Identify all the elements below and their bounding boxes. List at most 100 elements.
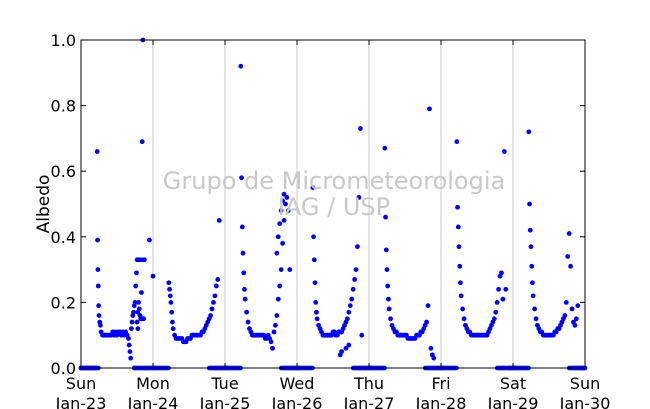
data-point (141, 257, 147, 263)
data-point (213, 283, 219, 289)
data-point (281, 191, 287, 197)
x-tick-date-label: Jan-25 (199, 394, 251, 409)
data-point (239, 175, 244, 181)
x-tick-date-label: Jan-26 (271, 394, 323, 409)
data-point (352, 277, 357, 282)
data-point (345, 316, 350, 322)
x-tick-day-label: Fri (431, 374, 450, 393)
data-point (530, 280, 535, 286)
data-point (268, 339, 274, 345)
data-point (167, 293, 173, 299)
x-tick-day-label: Sun (570, 374, 600, 393)
data-point (135, 326, 141, 332)
data-point (239, 224, 245, 230)
data-point (455, 204, 460, 210)
y-axis-label: Albedo (34, 175, 54, 234)
data-point (314, 316, 320, 322)
x-tick-day-label: Wed (280, 374, 315, 393)
data-point (94, 149, 100, 154)
data-point (245, 319, 251, 325)
data-point (562, 313, 568, 318)
data-point (129, 319, 135, 325)
x-tick-date-label: Jan-28 (415, 394, 467, 409)
data-point (346, 342, 352, 348)
data-point (565, 254, 571, 259)
y-axis-ticks: 0.0 0.2 0.4 0.6 0.8 1.0 (51, 31, 585, 378)
data-point (167, 286, 172, 292)
x-tick-date-label: Jan-29 (487, 394, 539, 409)
data-point (386, 306, 392, 312)
data-point (353, 267, 359, 272)
data-point (569, 306, 575, 312)
x-tick-day-label: Sun (66, 374, 96, 393)
data-point (283, 201, 288, 207)
data-point (209, 306, 215, 312)
data-point (128, 355, 134, 361)
data-point (359, 332, 365, 338)
y-tick-label: 0.2 (51, 293, 76, 312)
data-point (95, 283, 101, 289)
data-point (501, 149, 507, 154)
x-tick-day-label: Tue (210, 374, 238, 393)
data-point (96, 303, 102, 309)
x-tick-day-label: Thu (353, 374, 384, 393)
data-point (347, 303, 353, 309)
data-point (238, 63, 244, 69)
x-tick-date-label: Jan-27 (343, 394, 395, 409)
data-point (461, 316, 467, 322)
x-tick-day-label: Mon (136, 374, 170, 393)
data-point (491, 316, 497, 322)
data-point (527, 227, 533, 233)
x-tick-date-label: Jan-23 (55, 394, 107, 409)
data-point (136, 300, 142, 305)
data-point (572, 322, 578, 328)
data-point (573, 316, 579, 322)
y-tick-label: 0.6 (51, 162, 76, 181)
data-point (133, 283, 139, 289)
data-point (275, 296, 281, 302)
data-point (456, 244, 462, 250)
data-point (356, 195, 362, 200)
data-point (216, 218, 222, 223)
data-point (457, 263, 463, 269)
data-point (215, 277, 221, 282)
data-point (134, 270, 139, 276)
data-point (458, 280, 463, 286)
data-point (242, 286, 247, 292)
data-point (526, 129, 532, 135)
data-point (170, 319, 175, 325)
data-point (494, 300, 500, 305)
data-point (532, 306, 537, 312)
data-point (460, 306, 465, 312)
data-point (454, 139, 460, 145)
data-point (339, 349, 345, 354)
data-point (170, 326, 176, 332)
data-point (129, 326, 134, 332)
data-point (270, 345, 275, 351)
data-point (431, 355, 437, 361)
data-point (357, 126, 363, 131)
data-point (563, 300, 569, 305)
data-point (208, 313, 214, 318)
data-point (528, 244, 534, 250)
data-point (284, 195, 290, 200)
data-point (95, 267, 101, 272)
data-point (314, 309, 319, 315)
data-point (277, 221, 283, 227)
data-point (312, 280, 318, 286)
plot-frame (80, 39, 586, 369)
data-point (277, 283, 283, 289)
data-point (310, 185, 316, 191)
data-point (568, 263, 573, 269)
data-point (138, 257, 144, 263)
data-point (136, 306, 142, 312)
data-point (575, 303, 581, 309)
data-point (566, 231, 572, 236)
data-point (127, 349, 133, 354)
data-point (280, 240, 285, 246)
x-tick-date-label: Jan-24 (127, 394, 179, 409)
data-point (241, 270, 247, 276)
data-point (242, 296, 248, 302)
